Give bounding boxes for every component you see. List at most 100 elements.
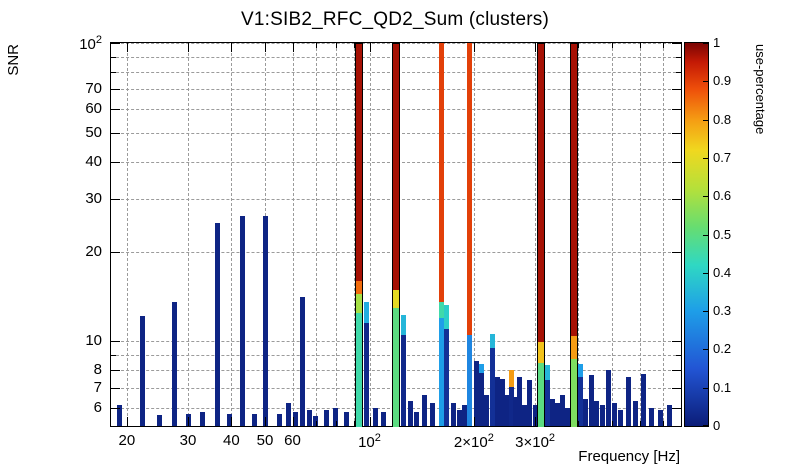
cluster-bar (640, 373, 646, 426)
y-tick-label: 50 (85, 123, 102, 141)
bar-segment (658, 409, 664, 426)
colorbar-tick (703, 311, 708, 313)
colorbar-tick-label: 0.4 (713, 264, 732, 280)
cluster-bar (473, 360, 479, 426)
y-tick (672, 251, 681, 253)
y-tick (672, 370, 681, 372)
bar-segment (599, 405, 605, 426)
bar-segment (355, 313, 362, 427)
x-tick (126, 417, 128, 426)
colorbar-tick (703, 81, 708, 83)
bar-segment (583, 399, 589, 426)
bar-segment (457, 409, 463, 426)
y-tick-label: 102 (79, 34, 102, 53)
y-tick (672, 109, 681, 111)
bar-segment (554, 403, 560, 426)
cluster-bar (444, 305, 450, 426)
cluster-bar (537, 43, 545, 427)
bar-segment (355, 294, 362, 314)
cluster-bar (333, 407, 339, 426)
bar-segment (430, 403, 436, 426)
cluster-bar (583, 399, 589, 426)
bar-segment (489, 333, 495, 348)
colorbar-tick (703, 387, 708, 389)
cluster-bar (489, 333, 495, 426)
bar-segment (400, 314, 406, 335)
x-tick (473, 417, 475, 426)
bar-segment (499, 378, 505, 426)
bar-segment (363, 302, 369, 324)
y-tick (111, 354, 116, 356)
x-tick (369, 43, 371, 52)
bar-segment (560, 395, 565, 426)
colorbar-tick (703, 196, 708, 198)
colorbar-tick (703, 157, 708, 159)
x-tick (335, 43, 337, 48)
cluster-bar (466, 43, 472, 426)
colorbar-tick (703, 43, 708, 44)
cluster-bar (400, 314, 406, 426)
bar-segment (532, 405, 538, 426)
cluster-bar (527, 380, 533, 426)
cluster-bar (344, 411, 350, 426)
bar-segment (306, 409, 312, 426)
bar-segment (489, 347, 495, 426)
cluster-bar (140, 315, 146, 426)
gridline-x (662, 43, 664, 426)
y-tick-label: 20 (85, 242, 102, 260)
bar-segment (355, 281, 362, 295)
x-tick-label: 20 (118, 432, 136, 449)
y-tick (111, 407, 120, 409)
bar-segment (484, 395, 490, 426)
cluster-bar (414, 411, 420, 426)
colorbar-tick-label: 0.6 (713, 188, 732, 204)
cluster-bar (625, 376, 631, 426)
y-tick (111, 251, 120, 253)
bar-segment (116, 405, 122, 426)
cluster-bar (156, 415, 162, 426)
cluster-bar (430, 403, 436, 426)
y-tick-label: 70 (85, 80, 102, 98)
cluster-bar (227, 414, 232, 426)
y-tick (672, 199, 681, 200)
cluster-bar (577, 363, 583, 427)
bar-segment (522, 405, 528, 426)
bar-segment (494, 376, 500, 426)
y-tick (676, 56, 681, 58)
bar-segment (625, 376, 631, 426)
bar-segment (392, 289, 399, 309)
cluster-bar (292, 411, 298, 426)
cluster-bar (611, 403, 617, 426)
x-tick (578, 421, 580, 426)
gridline-x (315, 43, 317, 426)
colorbar-tick-label: 0.2 (713, 341, 732, 357)
bar-segment (666, 405, 672, 426)
bar-segment (517, 376, 523, 426)
cluster-bar (199, 411, 205, 426)
cluster-bar (560, 395, 565, 426)
colorbar-tick-label: 0 (713, 418, 721, 433)
bar-segment (215, 222, 221, 426)
x-tick (612, 43, 614, 48)
colorbar-tick-label: 1 (713, 35, 721, 50)
cluster-bar (588, 375, 594, 426)
bar-segment (538, 342, 544, 364)
bar-segment (508, 387, 514, 426)
bar-segment (299, 296, 305, 426)
x-tick (353, 421, 355, 426)
bar-segment (438, 43, 444, 303)
colorbar-tick (703, 272, 708, 274)
x-tick-label: 30 (179, 432, 197, 449)
bar-segment (577, 363, 583, 377)
bar-segment (577, 376, 583, 427)
y-tick (111, 387, 120, 389)
cluster-bar (457, 409, 463, 426)
cluster-bar (239, 215, 245, 426)
bar-segment (478, 363, 484, 374)
colorbar-tick (703, 349, 708, 351)
y-tick (111, 89, 120, 91)
cluster-bar (599, 405, 605, 426)
cluster-bar (658, 409, 664, 426)
colorbar-tick (703, 425, 708, 426)
